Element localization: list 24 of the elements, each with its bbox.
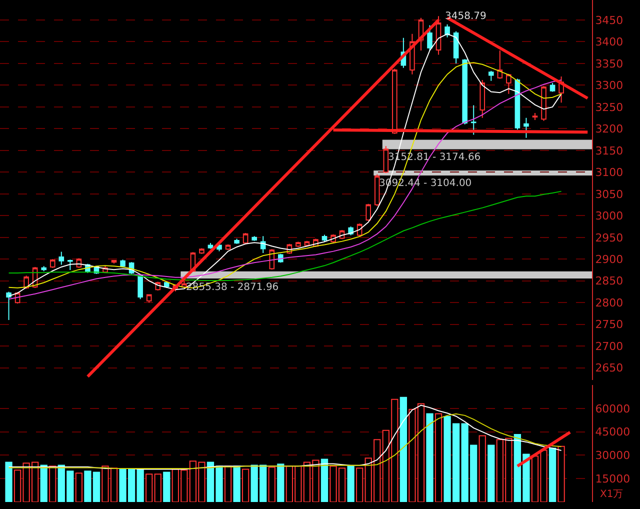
y-tick-label: 3000 [595, 210, 624, 223]
y-tick-label: 15000 [595, 472, 630, 486]
y-tick-label: 3050 [595, 188, 624, 201]
y-tick-label: 30000 [595, 449, 630, 462]
y-tick-label: 2750 [595, 318, 624, 332]
y-tick-label: 2950 [595, 231, 624, 244]
y-tick-label: 3350 [595, 57, 624, 70]
y-tick-label: 3150 [595, 144, 624, 158]
y-tick-label: 2650 [595, 362, 624, 375]
text: X1万 [600, 489, 624, 500]
y-tick-label: 3200 [595, 122, 624, 136]
band-label: 2855.38 - 2871.96 [186, 282, 279, 293]
y-tick-label: 3250 [595, 100, 624, 114]
annotation: 3458.79 [445, 11, 486, 22]
y-tick-label: 2850 [595, 274, 624, 288]
y-tick-label: 2900 [595, 252, 624, 266]
y-tick-label: 3450 [595, 14, 624, 27]
y-tick-label: 3400 [595, 36, 624, 49]
y-tick-label: 2800 [595, 296, 624, 310]
y-tick-label: 3300 [595, 79, 624, 92]
y-tick-label: 2700 [595, 340, 624, 353]
y-tick-label: 60000 [595, 402, 630, 416]
y-tick-label: 45000 [595, 426, 630, 439]
y-tick-label: 3100 [595, 166, 624, 180]
